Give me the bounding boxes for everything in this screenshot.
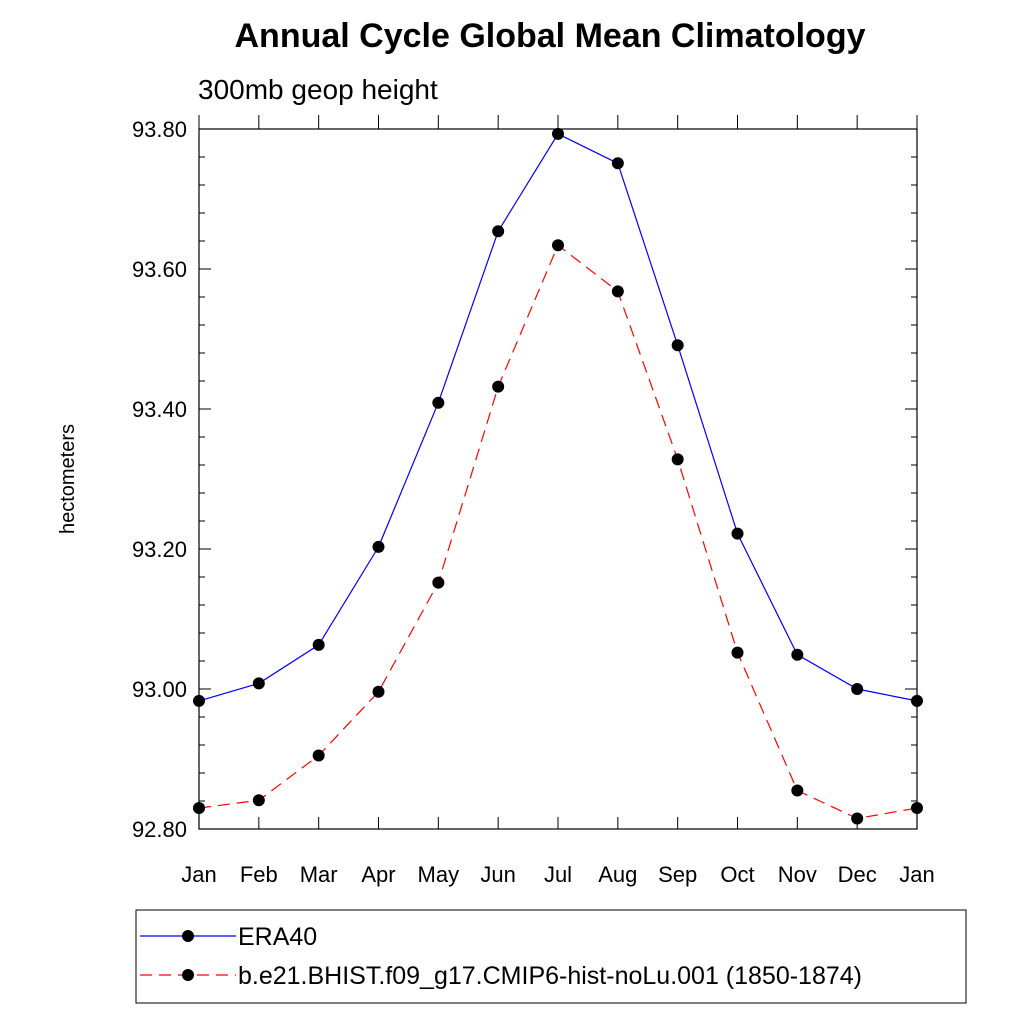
series-line-2 — [198, 244, 918, 820]
x-tick-label: Apr — [361, 862, 395, 887]
series-2-point — [552, 239, 564, 252]
chart-subtitle: 300mb geop height — [198, 74, 438, 105]
x-tick-label: Feb — [240, 862, 278, 887]
series-layer — [193, 127, 923, 825]
series-1-point — [611, 157, 624, 170]
chart-title: Annual Cycle Global Mean Climatology — [235, 17, 866, 55]
ticks-layer: 92.80 93.00 93.20 93.40 93.60 93.80 Jan Feb Mar A… — [132, 115, 935, 887]
series-2-point — [731, 646, 744, 659]
series-1-point — [252, 677, 265, 690]
series-1-point — [312, 638, 325, 651]
legend-marker-2 — [182, 969, 194, 981]
series-1-point — [552, 127, 564, 140]
series-1-point — [731, 527, 744, 540]
y-tick-label: 92.80 — [132, 817, 187, 842]
series-2-point — [911, 802, 923, 814]
legend-label-1: ERA40 — [238, 923, 317, 951]
series-2-point — [312, 749, 325, 762]
series-1-point — [911, 694, 923, 707]
x-tick-label: Nov — [778, 862, 817, 887]
plot-frame — [198, 128, 918, 830]
x-tick-label: Aug — [598, 862, 637, 887]
legend-marker-1 — [182, 930, 194, 942]
x-tick-label: Mar — [300, 862, 338, 887]
series-2-point — [492, 380, 505, 393]
series-2-point — [611, 285, 624, 298]
series-1-point — [372, 540, 385, 553]
y-tick-label: 93.80 — [132, 117, 187, 142]
series-2-point — [372, 685, 385, 698]
legend: ERA40 b.e21.BHIST.f09_g17.CMIP6-hist-noLu… — [140, 923, 862, 990]
x-tick-label: Jul — [544, 862, 572, 887]
series-1-point — [671, 339, 684, 352]
y-tick-label: 93.60 — [132, 257, 187, 282]
series-2-point — [671, 453, 684, 466]
x-tick-label: Jan — [181, 862, 216, 887]
x-tick-label: Jun — [480, 862, 515, 887]
x-tick-label: Dec — [838, 862, 877, 887]
series-1-point — [851, 683, 864, 695]
series-1-point — [432, 396, 445, 409]
legend-label-2: b.e21.BHIST.f09_g17.CMIP6-hist-noLu.001 … — [238, 962, 862, 990]
series-1-point — [193, 694, 205, 707]
series-2-point — [252, 794, 265, 807]
series-2-point — [791, 784, 804, 797]
x-tick-label: Jan — [899, 862, 934, 887]
y-axis-label: hectometers — [57, 424, 79, 534]
y-tick-label: 93.40 — [132, 397, 187, 422]
x-tick-label: Oct — [720, 862, 754, 887]
series-2-point — [432, 576, 445, 589]
x-tick-label: Sep — [658, 862, 697, 887]
y-tick-label: 93.00 — [132, 677, 187, 702]
y-tick-label: 93.20 — [132, 537, 187, 562]
series-1-point — [791, 648, 804, 661]
series-2-point — [193, 802, 205, 814]
series-2-point — [851, 812, 864, 825]
series-1-point — [492, 225, 505, 238]
x-tick-label: May — [418, 862, 460, 887]
legend-box — [135, 909, 967, 1004]
series-line-1 — [198, 133, 918, 702]
